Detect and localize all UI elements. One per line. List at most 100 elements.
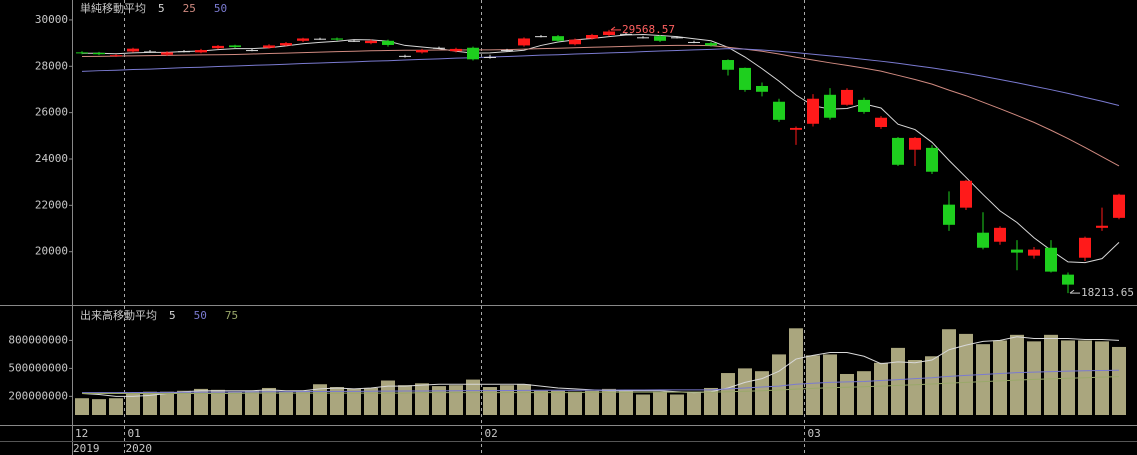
moving-average-line xyxy=(81,44,1120,167)
y-tick-label: 24000 xyxy=(35,152,68,165)
volume-bar xyxy=(721,373,735,415)
candle-body xyxy=(416,50,428,53)
candle-body xyxy=(212,45,224,49)
candle-body xyxy=(569,39,581,45)
y-tick-label: 22000 xyxy=(35,198,68,211)
volume-bar xyxy=(109,398,123,415)
volume-bar xyxy=(483,387,497,415)
candle-body xyxy=(178,51,190,53)
candle-body xyxy=(195,50,207,53)
candle-body xyxy=(620,33,632,35)
volume-bar xyxy=(347,388,361,415)
year-label: 2020 xyxy=(126,442,153,455)
y-tick-label: 800000000 xyxy=(8,333,68,346)
low-annotation: 18213.65 xyxy=(1081,286,1134,299)
candle-body xyxy=(841,89,853,105)
volume-bar xyxy=(1010,334,1024,415)
candle-body xyxy=(263,45,275,48)
legend-entry: 75 xyxy=(225,309,238,322)
volume-bar xyxy=(92,399,106,415)
volume-bar xyxy=(874,362,888,415)
volume-bar xyxy=(619,389,633,415)
moving-average-line xyxy=(82,34,1120,264)
candle-body xyxy=(773,101,785,120)
candle-body xyxy=(552,36,564,41)
legend-entry: 50 xyxy=(214,2,227,15)
volume-bar xyxy=(534,390,548,415)
moving-average-line xyxy=(82,369,1120,394)
y-tick-label: 26000 xyxy=(35,106,68,119)
volume-bar xyxy=(517,384,531,415)
legend-entry: 25 xyxy=(183,2,196,15)
candle-body xyxy=(484,57,496,59)
volume-bar xyxy=(160,391,174,415)
candle-body xyxy=(246,50,258,52)
volume-bar xyxy=(908,360,922,415)
moving-average-line xyxy=(81,48,1120,106)
volume-bar xyxy=(823,354,837,415)
candle-body xyxy=(144,51,156,53)
candle-body xyxy=(671,37,683,39)
candle-body xyxy=(1113,194,1125,218)
volume-bar xyxy=(976,344,990,415)
y-tick-label: 28000 xyxy=(35,59,68,72)
annotation-arrow xyxy=(610,26,616,31)
volume-bar xyxy=(364,387,378,415)
volume-bar xyxy=(211,389,225,415)
candle-body xyxy=(229,45,241,48)
volume-bar xyxy=(432,386,446,415)
candle-body xyxy=(790,127,802,130)
volume-bar xyxy=(1061,340,1075,415)
volume-bar xyxy=(670,394,684,415)
volume-bar xyxy=(755,371,769,415)
candle-body xyxy=(450,48,462,52)
x-tick-label: 01 xyxy=(128,427,141,440)
candle-body xyxy=(824,94,836,118)
legend-title: 出来高移動平均 xyxy=(80,308,157,322)
candle-body xyxy=(892,137,904,165)
volume-bar xyxy=(959,333,973,415)
volume-bar xyxy=(653,391,667,415)
volume-bar xyxy=(993,340,1007,415)
candle-body xyxy=(722,60,734,70)
volume-bar xyxy=(245,390,259,415)
candle-body xyxy=(382,40,394,45)
y-tick-label: 200000000 xyxy=(8,389,68,402)
volume-bar xyxy=(194,388,208,415)
candle-body xyxy=(535,36,547,38)
candle-body xyxy=(1062,274,1074,285)
volume-bar xyxy=(942,329,956,415)
legend-entry: 50 xyxy=(194,309,207,322)
candle-body xyxy=(314,38,326,40)
candle-body xyxy=(654,36,666,41)
volume-bar xyxy=(177,390,191,415)
volume-bar xyxy=(806,355,820,415)
volume-bar xyxy=(279,391,293,415)
y-tick-label: 30000 xyxy=(35,13,68,26)
candle-body xyxy=(331,38,343,40)
volume-bar xyxy=(1095,341,1109,415)
moving-average-line xyxy=(82,376,1120,395)
candle-body xyxy=(926,147,938,172)
candle-body xyxy=(1028,249,1040,256)
candle-body xyxy=(1011,249,1023,253)
candle-body xyxy=(110,55,122,57)
y-tick-label: 500000000 xyxy=(8,361,68,374)
candle-body xyxy=(807,98,819,124)
candle-body xyxy=(501,50,513,52)
candle-body xyxy=(348,40,360,42)
volume-bar xyxy=(126,392,140,415)
volume-bar xyxy=(1027,341,1041,415)
volume-bar xyxy=(687,391,701,415)
volume-bar xyxy=(143,391,157,415)
candle-body xyxy=(365,40,377,44)
volume-bar xyxy=(415,383,429,415)
legend-title: 単純移動平均 xyxy=(80,1,146,15)
candle-body xyxy=(977,232,989,248)
volume-bar xyxy=(500,385,514,415)
volume-bar xyxy=(381,380,395,415)
volume-bar xyxy=(1112,346,1126,415)
volume-bar xyxy=(466,379,480,415)
volume-bar xyxy=(891,347,905,415)
volume-bar xyxy=(585,390,599,415)
